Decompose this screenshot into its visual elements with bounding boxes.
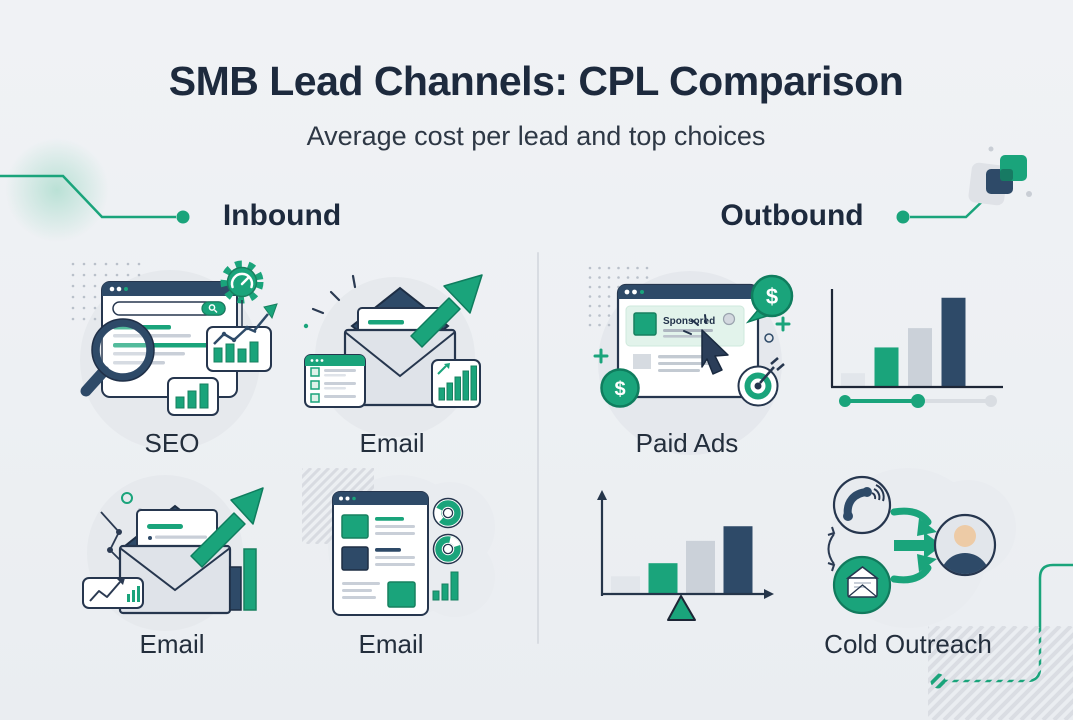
avatar-head [954,525,976,547]
donut-chart-icon [432,497,464,529]
envelope-icon [845,566,880,598]
bars [229,548,257,611]
checklist-card [304,354,366,408]
section-header-outbound: Outbound [720,199,864,232]
magnifier-icon [80,318,155,397]
swap-arrow-icon [827,526,836,572]
paid-ads-illustration: Sponsored $ $ [588,266,794,455]
chart-bars [611,526,753,594]
chart-bars [841,297,966,387]
inbound-connector-line [0,174,190,224]
dollar-coin-icon: $ [745,274,794,324]
click-sparks [683,314,707,335]
cpl-bar-chart [830,289,1003,408]
coin-icon [722,312,736,326]
corner-hatch-pattern [928,626,1073,720]
seo-illustration [71,260,278,450]
sponsored-ad-box: Sponsored [625,305,745,347]
phone-icon [843,484,885,521]
trend-arrow-icon [253,313,269,332]
cursor-icon [683,314,729,375]
label-email-bottom-left: Email [139,629,205,659]
outbound-dot [896,210,910,224]
email-bottom-right-illustration [302,468,495,619]
person-avatar [933,513,997,577]
dollar-coin-icon: $ [600,368,640,408]
balance-bar-chart [597,490,774,621]
mini-arrow-icon [437,365,447,375]
bar-chart-card [206,303,278,372]
email-top-illustration [303,274,483,437]
mini-bars-icon [432,571,459,601]
email-circle [832,555,892,615]
email-bottom-left-illustration [82,475,264,631]
inbound-dot [176,210,190,224]
plus-marks [593,316,791,364]
slider-handle-dot [911,394,925,408]
trend-card [82,577,144,609]
search-bar [112,301,226,316]
label-email-top: Email [359,428,425,458]
search-icon [208,304,216,311]
column-divider [537,252,539,644]
browser-window: Sponsored [616,283,760,399]
slider-start-dot [839,395,851,407]
dollar-sign: $ [766,284,778,309]
progress-slider [839,394,997,408]
dollar-sign: $ [614,379,625,401]
page-title: SMB Lead Channels: CPL Comparison [168,58,904,104]
browser-window [332,491,429,616]
flow-arrows [890,507,942,584]
sponsored-label: Sponsored [663,316,715,327]
browser-window [101,281,238,398]
phone-circle [832,475,892,535]
slider-end-dot [985,395,997,407]
gauge-gear-icon [220,260,264,328]
growth-arrow-icon [190,487,264,568]
section-header-inbound: Inbound [222,199,342,232]
fulcrum-triangle [667,595,696,621]
circle-decoration [764,333,774,343]
label-email-bottom-right: Email [358,629,424,659]
page-subtitle: Average cost per lead and top choices [306,121,766,151]
donut-chart-icon [432,533,464,565]
label-cold-outreach: Cold Outreach [824,629,992,659]
target-icon [737,357,785,407]
bar-chart-card [431,359,481,408]
label-paid-ads: Paid Ads [635,428,739,458]
sparkles-icon [311,274,357,315]
corner-squares-decoration [968,146,1032,206]
growth-arrow-icon [410,274,483,348]
avatar-body [940,553,990,574]
green-glow-blob [5,138,109,242]
mini-bar-chart-card [167,377,219,416]
zigzag-decoration [100,492,142,567]
open-envelope [343,286,457,407]
cold-outreach-illustration [827,468,1016,628]
label-seo: SEO [144,428,200,458]
